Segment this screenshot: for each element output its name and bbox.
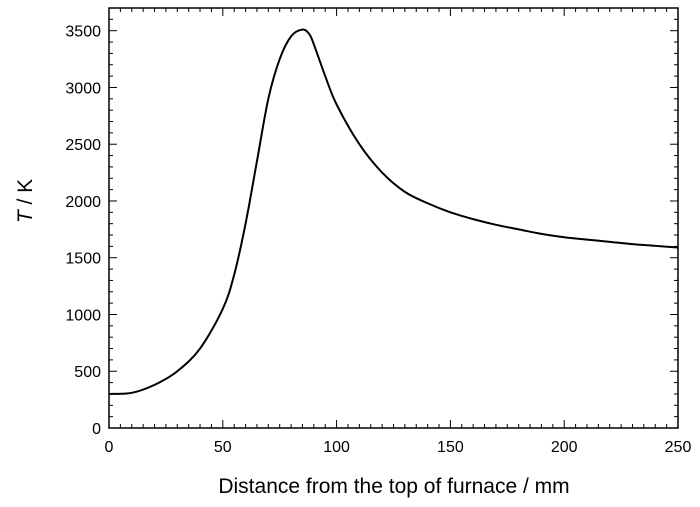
x-tick-label: 50 <box>214 439 232 456</box>
y-axis-symbol: T <box>14 208 37 223</box>
y-tick-label: 2000 <box>65 194 101 211</box>
x-tick-label: 0 <box>105 439 114 456</box>
x-tick-label: 250 <box>665 439 692 456</box>
x-axis-title: Distance from the top of furnace / mm <box>218 475 569 498</box>
y-tick-label: 1000 <box>65 307 101 324</box>
y-tick-label: 2500 <box>65 137 101 154</box>
plot-frame <box>108 7 679 429</box>
y-tick-label: 500 <box>74 364 101 381</box>
y-axis-ticks: 0 500 1000 1500 2000 2500 3000 3500 <box>65 7 678 438</box>
y-axis-title: T / K <box>14 179 37 223</box>
x-axis-ticks: 0 50 100 150 200 250 <box>105 8 692 456</box>
y-tick-label: 3000 <box>65 80 101 97</box>
y-tick-label: 3500 <box>65 24 101 41</box>
x-tick-label: 200 <box>551 439 578 456</box>
series-group <box>108 28 679 395</box>
temperature-series-line <box>108 28 679 395</box>
x-tick-label: 100 <box>323 439 350 456</box>
y-tick-label: 1500 <box>65 251 101 268</box>
plot-frame-rect <box>108 7 679 429</box>
y-axis-unit: / K <box>14 179 37 211</box>
y-tick-label: 0 <box>92 421 101 438</box>
x-tick-label: 150 <box>437 439 464 456</box>
